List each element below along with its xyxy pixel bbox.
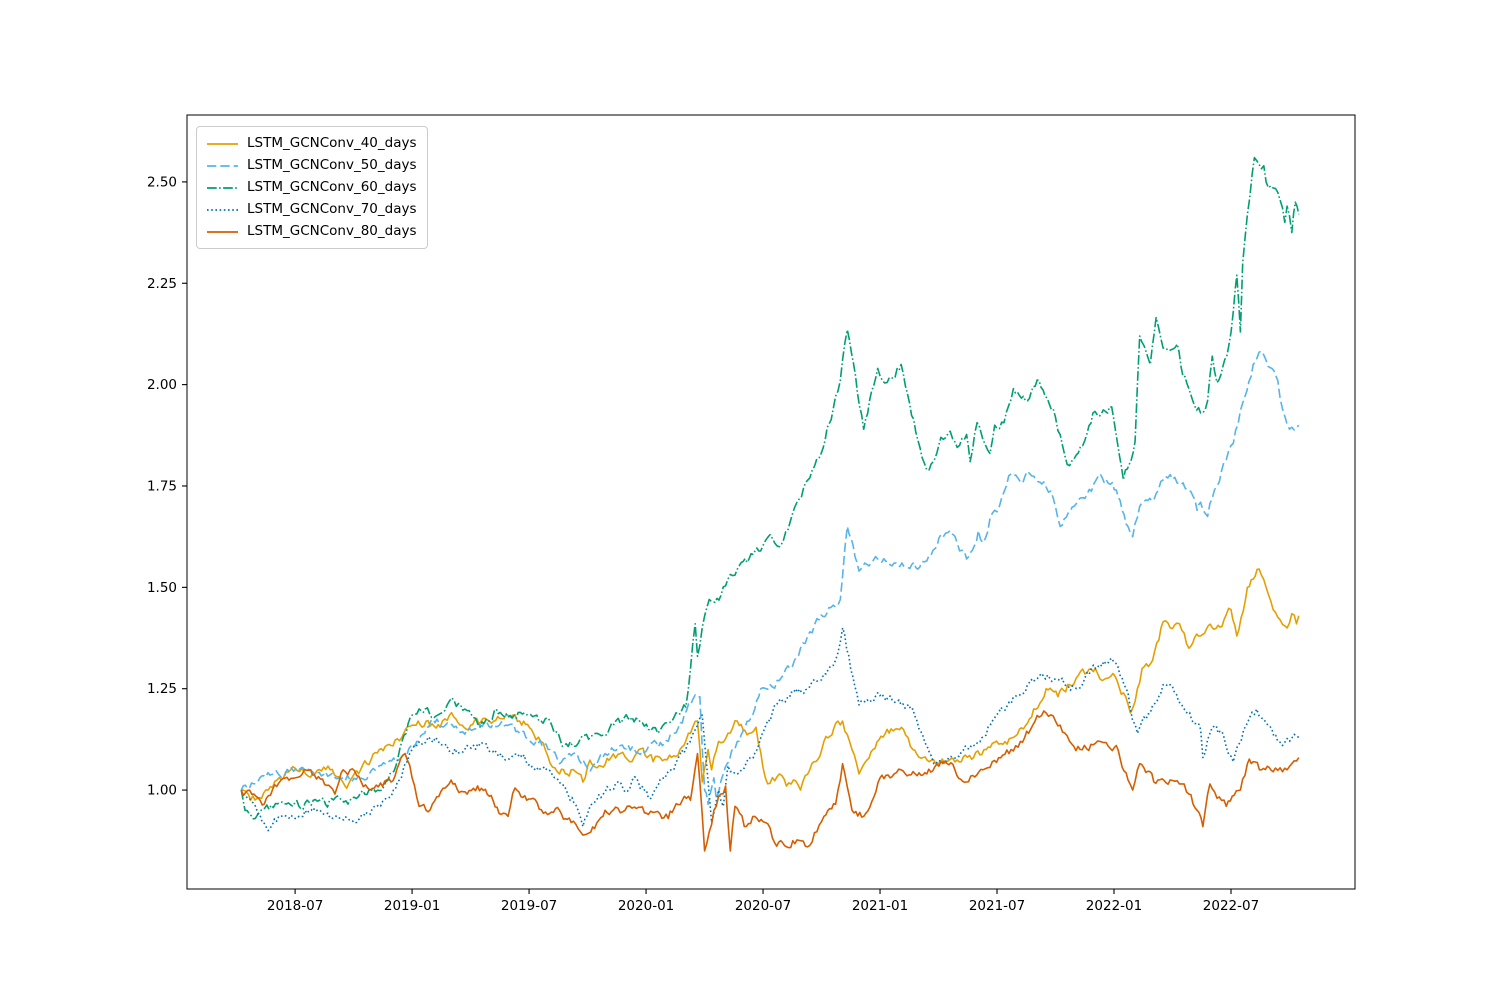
legend-line-sample-icon: [207, 208, 238, 211]
legend-item: LSTM_GCNConv_80_days: [206, 222, 417, 241]
legend-item-label: LSTM_GCNConv_60_days: [247, 179, 417, 195]
legend-item: LSTM_GCNConv_70_days: [206, 200, 417, 219]
axes-spines: [186, 114, 1356, 890]
y-tick-label: 1.25: [147, 681, 177, 697]
legend-item-label: LSTM_GCNConv_40_days: [247, 135, 417, 151]
series-line-LSTM_GCNConv_60_days: [240, 156, 1300, 820]
legend-item-label: LSTM_GCNConv_80_days: [247, 223, 417, 239]
y-tick-label: 1.50: [147, 580, 177, 596]
series-line-LSTM_GCNConv_80_days: [240, 710, 1300, 852]
x-tick-label: 2020-07: [735, 898, 791, 914]
x-tick-label: 2018-07: [267, 898, 323, 914]
legend-item: LSTM_GCNConv_40_days: [206, 134, 417, 153]
x-tick-label: 2019-01: [384, 898, 440, 914]
series-line-LSTM_GCNConv_40_days: [241, 568, 1300, 801]
x-tick-label: 2022-07: [1203, 898, 1259, 914]
legend-item: LSTM_GCNConv_60_days: [206, 178, 417, 197]
legend-line-sample-icon: [207, 186, 238, 189]
legend-item-label: LSTM_GCNConv_50_days: [247, 157, 417, 173]
x-tick-label: 2022-01: [1086, 898, 1142, 914]
x-tick-label: 2020-01: [618, 898, 674, 914]
x-tick-label: 2021-07: [969, 898, 1025, 914]
legend-item: LSTM_GCNConv_50_days: [206, 156, 417, 175]
series-line-LSTM_GCNConv_70_days: [240, 627, 1300, 832]
y-tick-label: 1.00: [147, 783, 177, 799]
series-line-LSTM_GCNConv_50_days: [240, 350, 1300, 806]
legend-line-sample-icon: [207, 164, 238, 167]
x-tick-label: 2019-07: [501, 898, 557, 914]
y-tick-label: 2.25: [147, 276, 177, 292]
y-tick-label: 1.75: [147, 478, 177, 494]
x-tick-label: 2021-01: [852, 898, 908, 914]
y-tick-label: 2.00: [147, 377, 177, 393]
legend-item-label: LSTM_GCNConv_70_days: [247, 201, 417, 217]
legend-line-sample-icon: [207, 142, 238, 145]
legend-line-sample-icon: [207, 230, 238, 233]
legend: LSTM_GCNConv_40_days LSTM_GCNConv_50_days…: [196, 126, 428, 249]
y-tick-label: 2.50: [147, 174, 177, 190]
